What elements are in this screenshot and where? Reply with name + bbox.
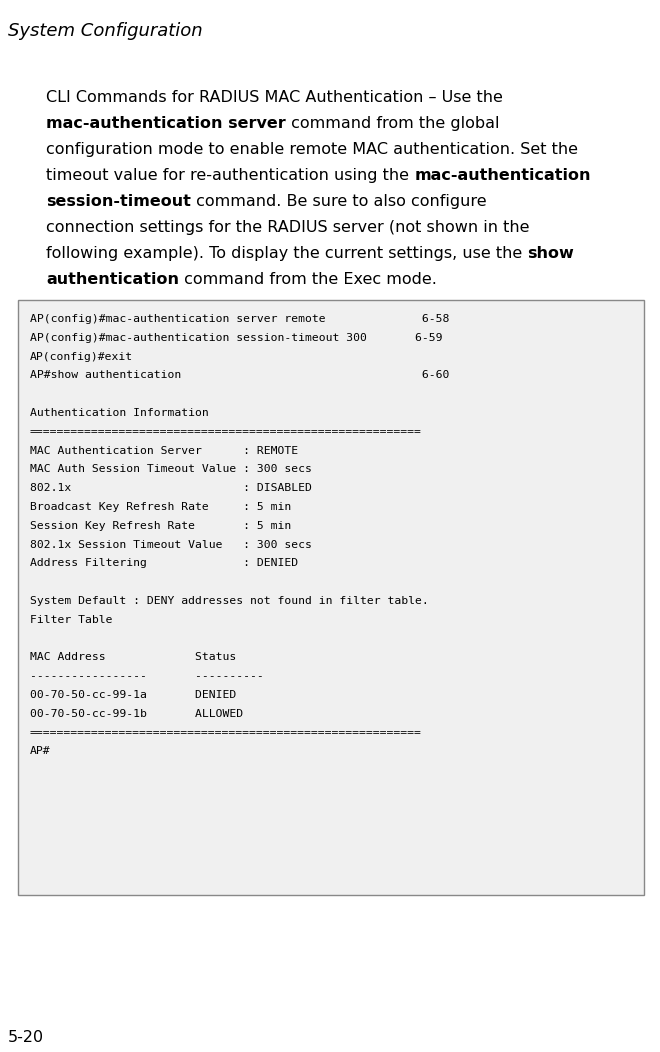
Text: MAC Address             Status: MAC Address Status [30, 652, 236, 663]
Text: 00-70-50-cc-99-1a       DENIED: 00-70-50-cc-99-1a DENIED [30, 690, 236, 700]
Text: 5-20: 5-20 [8, 1030, 44, 1045]
FancyBboxPatch shape [18, 300, 644, 895]
Text: 802.1x                         : DISABLED: 802.1x : DISABLED [30, 483, 312, 493]
Text: MAC Auth Session Timeout Value : 300 secs: MAC Auth Session Timeout Value : 300 sec… [30, 464, 312, 474]
Text: authentication: authentication [46, 272, 179, 287]
Text: mac-authentication: mac-authentication [414, 168, 591, 183]
Text: session-timeout: session-timeout [46, 194, 191, 209]
Text: AP(config)#mac-authentication server remote              6-58: AP(config)#mac-authentication server rem… [30, 313, 449, 324]
Text: command from the global: command from the global [286, 116, 499, 132]
Text: =========================================================: ========================================… [30, 728, 422, 737]
Text: Authentication Information: Authentication Information [30, 408, 209, 418]
Text: Session Key Refresh Rate       : 5 min: Session Key Refresh Rate : 5 min [30, 521, 291, 531]
Text: AP(config)#mac-authentication session-timeout 300       6-59: AP(config)#mac-authentication session-ti… [30, 332, 442, 343]
Text: timeout value for re-authentication using the: timeout value for re-authentication usin… [46, 168, 414, 183]
Text: System Default : DENY addresses not found in filter table.: System Default : DENY addresses not foun… [30, 596, 429, 606]
Text: System Configuration: System Configuration [8, 22, 203, 40]
Text: CLI Commands for RADIUS MAC Authentication – Use the: CLI Commands for RADIUS MAC Authenticati… [46, 90, 503, 105]
Text: configuration mode to enable remote MAC authentication. Set the: configuration mode to enable remote MAC … [46, 142, 578, 157]
Text: =========================================================: ========================================… [30, 427, 422, 437]
Text: 00-70-50-cc-99-1b       ALLOWED: 00-70-50-cc-99-1b ALLOWED [30, 709, 243, 719]
Text: AP#show authentication                                   6-60: AP#show authentication 6-60 [30, 370, 449, 381]
Text: show: show [527, 246, 574, 261]
Text: MAC Authentication Server      : REMOTE: MAC Authentication Server : REMOTE [30, 446, 298, 456]
Text: mac-authentication server: mac-authentication server [46, 116, 286, 132]
Text: AP#: AP# [30, 747, 51, 756]
Text: Address Filtering              : DENIED: Address Filtering : DENIED [30, 559, 298, 568]
Text: 802.1x Session Timeout Value   : 300 secs: 802.1x Session Timeout Value : 300 secs [30, 540, 312, 549]
Text: command from the Exec mode.: command from the Exec mode. [179, 272, 437, 287]
Text: Broadcast Key Refresh Rate     : 5 min: Broadcast Key Refresh Rate : 5 min [30, 502, 291, 512]
Text: -----------------       ----------: ----------------- ---------- [30, 671, 264, 682]
Text: Filter Table: Filter Table [30, 614, 112, 625]
Text: command. Be sure to also configure: command. Be sure to also configure [191, 194, 486, 209]
Text: AP(config)#exit: AP(config)#exit [30, 351, 133, 362]
Text: following example). To display the current settings, use the: following example). To display the curre… [46, 246, 527, 261]
Text: connection settings for the RADIUS server (not shown in the: connection settings for the RADIUS serve… [46, 220, 529, 235]
